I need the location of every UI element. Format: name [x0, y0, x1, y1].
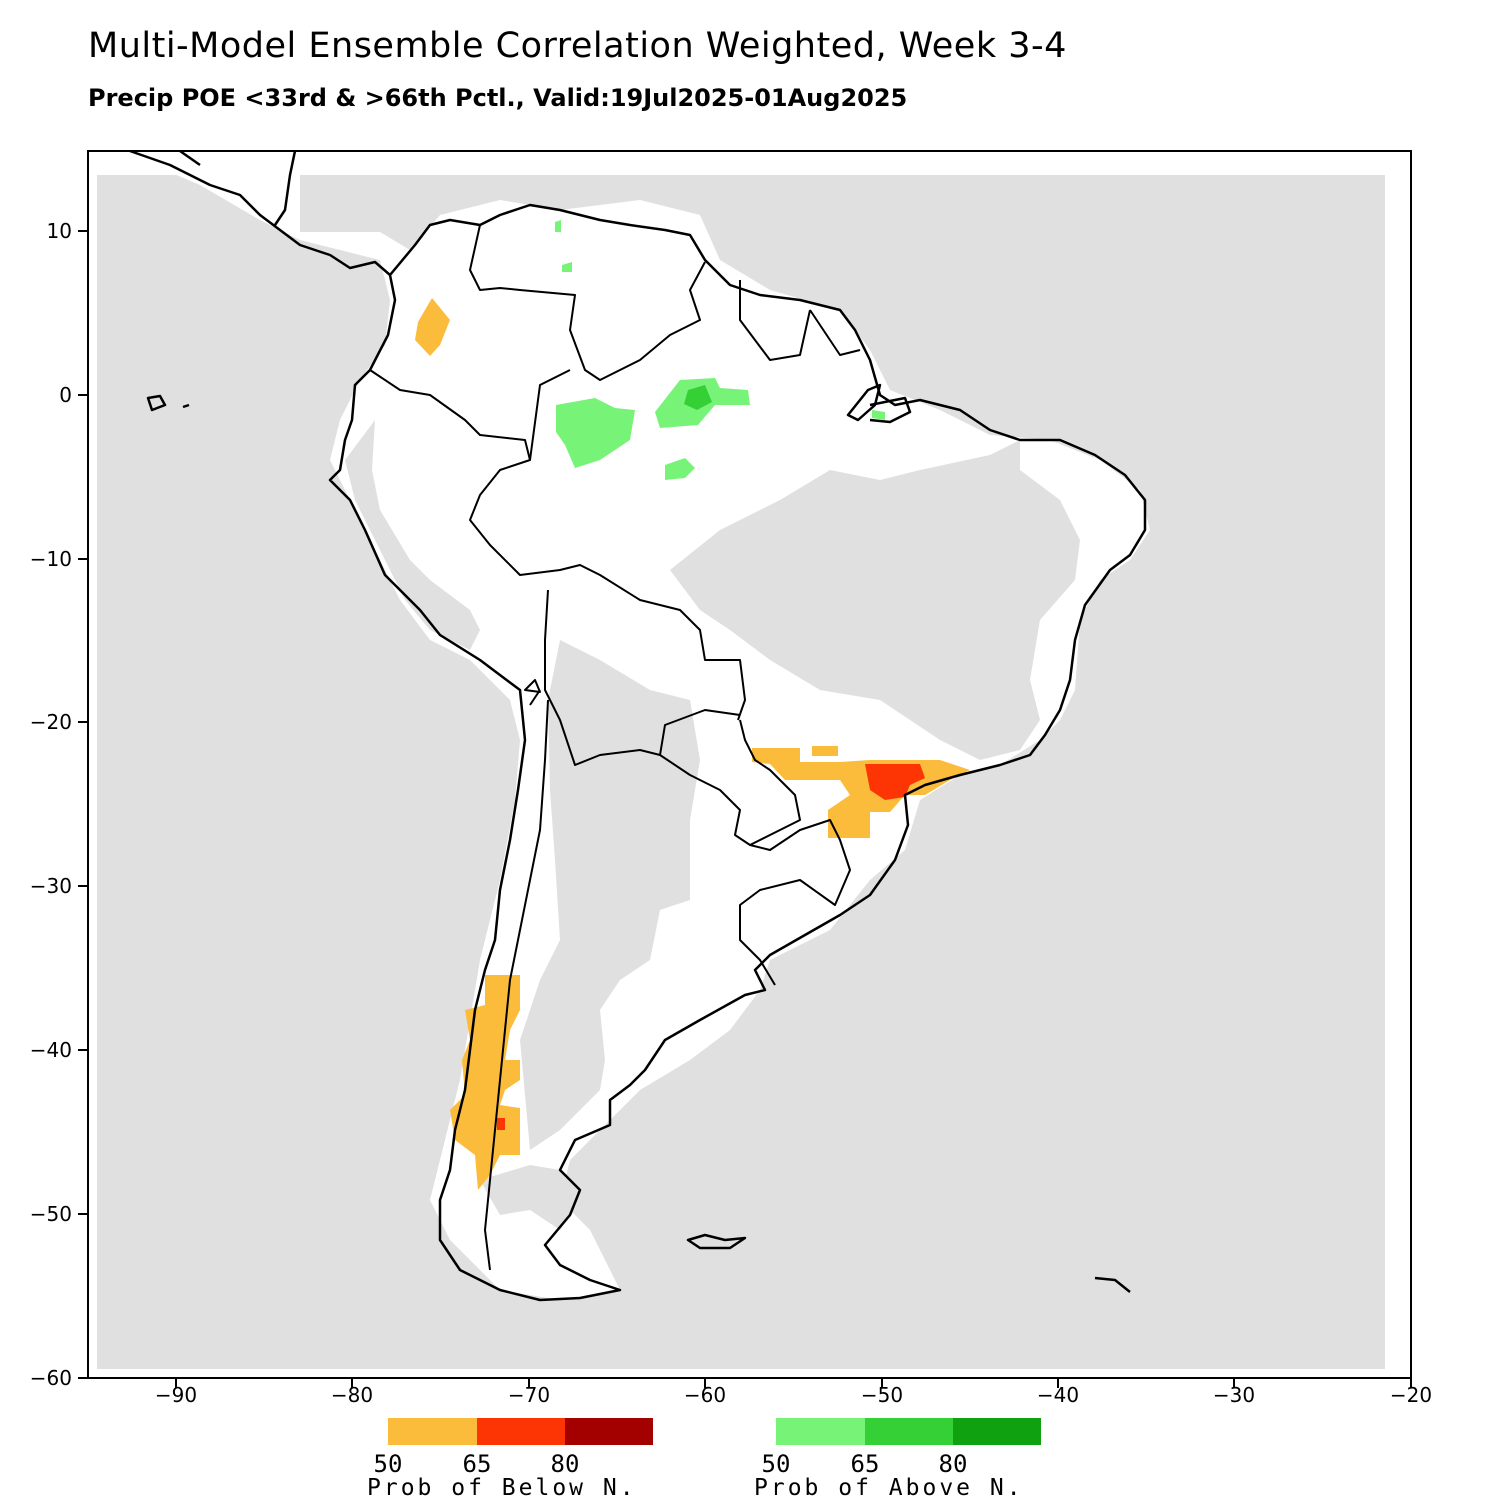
- legend-above-normal: 50 65 80 Prob of Above N.: [754, 1418, 1041, 1500]
- legend-swatch-above-65: [865, 1418, 953, 1445]
- legend-above-caption: Prob of Above N.: [754, 1475, 1024, 1500]
- x-tick-labels: −90 −80 −70 −60 −50 −40 −30 −20: [155, 1383, 1432, 1407]
- y-tick-label: 0: [59, 383, 72, 407]
- galapagos: [146, 394, 190, 412]
- legend-swatch-below-80: [565, 1418, 653, 1445]
- map-title: Multi-Model Ensemble Correlation Weighte…: [88, 26, 1067, 66]
- x-tick-label: −20: [1390, 1383, 1432, 1407]
- map-subtitle: Precip POE <33rd & >66th Pctl., Valid:19…: [88, 84, 908, 112]
- patagonia-no-data: [480, 1165, 580, 1230]
- legend-swatch-below-50: [388, 1418, 477, 1445]
- x-tick-label: −60: [684, 1383, 726, 1407]
- legend-below-label: 65: [463, 1450, 492, 1478]
- legend-above-label: 80: [939, 1450, 968, 1478]
- below-50-chile: [450, 975, 520, 1190]
- lake-titicaca: [524, 679, 541, 693]
- central-america-coastline: [129, 149, 391, 276]
- below-50-colombia: [415, 298, 450, 356]
- x-tick-label: −90: [155, 1383, 197, 1407]
- y-tick-label: −50: [30, 1202, 72, 1226]
- y-tick-label: 10: [47, 219, 72, 243]
- legend-swatch-above-80: [953, 1418, 1041, 1445]
- y-tick-label: −40: [30, 1038, 72, 1062]
- below-65-brazil-south: [865, 764, 925, 800]
- below-50-parana-strip: [812, 746, 838, 756]
- y-tick-label: −20: [30, 710, 72, 734]
- above-50-marajo: [872, 410, 885, 420]
- legend-below-normal: 50 65 80 Prob of Below N.: [367, 1418, 653, 1500]
- y-axis: [78, 230, 88, 1379]
- x-tick-label: −30: [1213, 1383, 1255, 1407]
- plot-frame: [87, 150, 1412, 1379]
- interior-no-data: [670, 440, 1080, 760]
- x-tick-label: −40: [1037, 1383, 1079, 1407]
- south-georgia: [1094, 1276, 1131, 1293]
- legend-swatch-above-50: [776, 1418, 865, 1445]
- y-tick-label: −30: [30, 874, 72, 898]
- x-tick-label: −80: [331, 1383, 373, 1407]
- southern-cone-no-data: [520, 640, 700, 1150]
- country-borders: [369, 224, 861, 1271]
- legend-above-label: 50: [762, 1450, 791, 1478]
- legend-below-label: 50: [374, 1450, 403, 1478]
- legend-swatch-below-65: [477, 1418, 565, 1445]
- y-tick-label: −60: [30, 1366, 72, 1390]
- andes-no-data: [345, 420, 480, 650]
- coastlines: [129, 149, 1147, 1302]
- above-50-venezuela-north: [555, 220, 561, 232]
- legend-above-label: 65: [851, 1450, 880, 1478]
- legend-below-caption: Prob of Below N.: [367, 1475, 637, 1500]
- x-axis: [175, 1378, 1412, 1388]
- above-50-amazon-west: [556, 398, 635, 468]
- legend-below-label: 80: [551, 1450, 580, 1478]
- below-normal-areas: [415, 298, 970, 1190]
- above-normal-areas: [555, 220, 885, 480]
- south-america-coastline: [328, 203, 1147, 1302]
- y-tick-label: −10: [30, 547, 72, 571]
- above-50-venezuela: [562, 262, 572, 272]
- above-65-amazon-central: [684, 385, 712, 410]
- x-tick-label: −70: [508, 1383, 550, 1407]
- above-50-amazon-south: [665, 458, 695, 480]
- falklands: [686, 1233, 747, 1250]
- x-tick-label: −50: [861, 1383, 903, 1407]
- below-65-chile: [497, 1118, 505, 1130]
- marajo-island: [846, 383, 912, 424]
- y-tick-labels: 10 0 −10 −20 −30 −40 −50 −60: [30, 219, 72, 1390]
